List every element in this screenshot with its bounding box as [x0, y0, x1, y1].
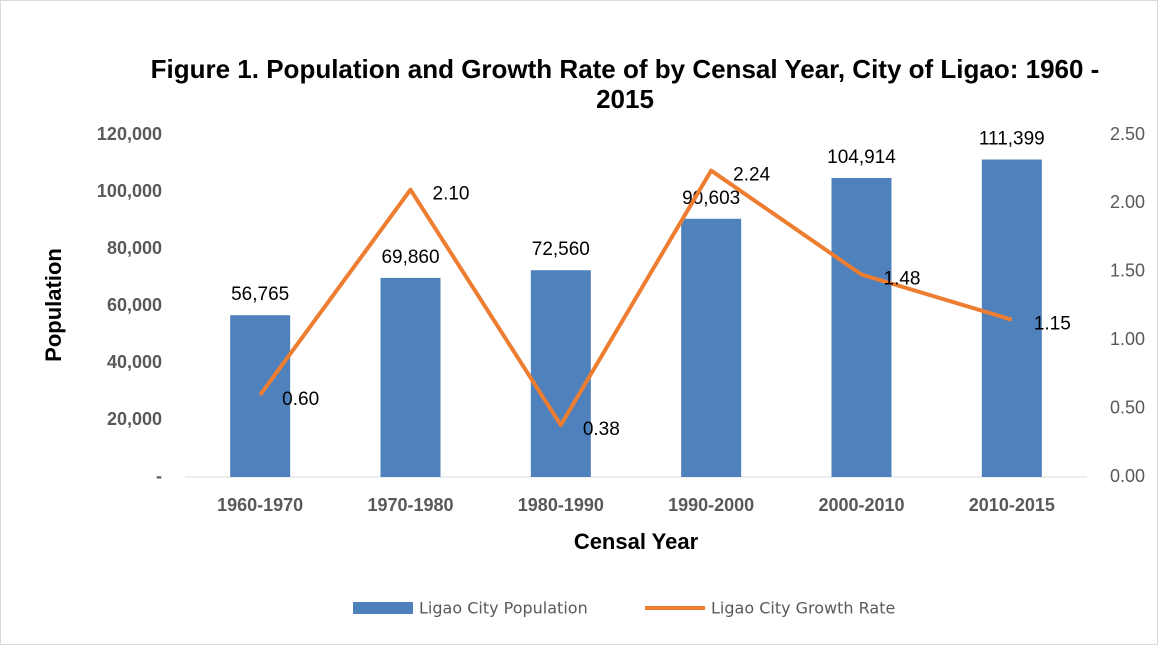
bar — [380, 277, 441, 477]
x-tick-label: 2000-2010 — [818, 495, 904, 515]
bar-value-label: 69,860 — [381, 247, 439, 268]
x-tick-label: 1960-1970 — [217, 495, 303, 515]
line-value-label: 2.24 — [733, 165, 770, 186]
y2-tick-label: 2.50 — [1110, 124, 1145, 144]
y-tick-label: 40,000 — [107, 352, 162, 372]
bar — [681, 218, 742, 478]
y2-tick-label: 1.50 — [1110, 261, 1145, 281]
line-value-label: 0.60 — [282, 389, 319, 410]
bar-value-label: 72,560 — [532, 239, 590, 260]
y2-tick-label: 2.00 — [1110, 192, 1145, 212]
bar-value-label: 104,914 — [827, 147, 896, 168]
bar — [530, 270, 591, 477]
y-tick-label: 20,000 — [107, 409, 162, 429]
bar — [230, 315, 291, 477]
x-tick-label: 1980-1990 — [518, 495, 604, 515]
chart-title: Figure 1. Population and Growth Rate of … — [150, 54, 1100, 114]
x-axis-title: Censal Year — [574, 529, 699, 554]
legend-label: Ligao City Growth Rate — [711, 599, 895, 618]
legend-swatch — [353, 602, 413, 614]
line — [258, 168, 1013, 428]
y-tick-label: 80,000 — [107, 238, 162, 258]
line-value-label: 0.38 — [583, 419, 620, 440]
line-value-label: 1.48 — [884, 269, 921, 290]
bar-value-label: 56,765 — [231, 284, 289, 305]
bar-value-label: 111,399 — [979, 129, 1045, 150]
x-tick-label: 1990-2000 — [668, 495, 754, 515]
y-tick-label: - — [156, 466, 162, 486]
y-axis-title: Population — [41, 248, 66, 362]
bar — [831, 177, 892, 477]
legend-label: Ligao City Population — [419, 599, 588, 618]
x-tick-label: 1970-1980 — [367, 495, 453, 515]
y2-tick-label: 0.50 — [1110, 397, 1145, 417]
y2-tick-label: 1.00 — [1110, 329, 1145, 349]
y-tick-label: 120,000 — [97, 124, 162, 144]
line-value-label: 1.15 — [1034, 314, 1071, 335]
y2-tick-label: 0.00 — [1110, 466, 1145, 486]
y-tick-label: 100,000 — [97, 181, 162, 201]
x-tick-label: 2010-2015 — [969, 495, 1055, 515]
line-value-label: 2.10 — [433, 184, 470, 205]
y-tick-label: 60,000 — [107, 295, 162, 315]
